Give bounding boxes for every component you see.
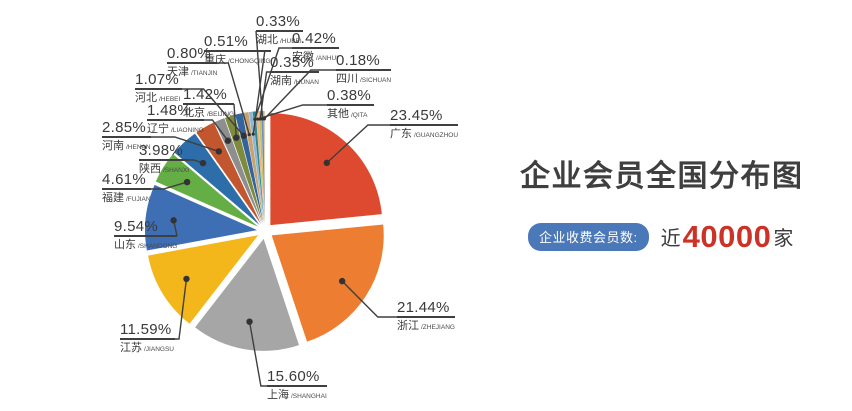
leader-line-zhejiang bbox=[341, 280, 397, 318]
pie-slice-hebei bbox=[235, 113, 264, 224]
leader-line-hebei bbox=[182, 88, 245, 137]
pie-slice-fujian bbox=[155, 154, 259, 227]
leader-dot-hebei bbox=[240, 132, 247, 139]
leader-line-hunan bbox=[259, 71, 270, 120]
pie-slice-sichuan bbox=[263, 111, 265, 224]
leader-line-fujian bbox=[151, 181, 188, 190]
leader-line-hubei bbox=[255, 30, 264, 119]
count-prefix: 近 bbox=[660, 228, 681, 250]
member-count-row: 企业收费会员数: 近 40000 家 bbox=[528, 221, 793, 252]
page-title: 企业会员全国分布图 bbox=[520, 160, 804, 193]
leader-dot-henan bbox=[215, 148, 223, 155]
leader-dot-zhejiang bbox=[338, 277, 346, 285]
leader-dot-beijing bbox=[233, 134, 240, 141]
pie-slice-tianjin bbox=[242, 112, 264, 224]
member-count-value: 40000 bbox=[682, 219, 772, 254]
count-suffix: 家 bbox=[773, 228, 794, 250]
leader-dot-qita bbox=[256, 117, 260, 121]
pie-slice-anhui bbox=[252, 111, 265, 224]
pie-slice-chongqing bbox=[248, 111, 265, 224]
leader-dot-tianjin bbox=[247, 133, 251, 137]
summary-panel: 企业会员全国分布图 企业收费会员数: 近 40000 家 bbox=[520, 159, 840, 252]
pie-slice-qita bbox=[255, 111, 265, 224]
pie-slice-shanghai bbox=[195, 238, 299, 351]
pie-slice-liaoning bbox=[214, 118, 262, 224]
leader-dot-liaoning bbox=[224, 137, 232, 144]
pie-slice-guangzhou bbox=[270, 113, 382, 226]
leader-line-beijing bbox=[233, 103, 238, 138]
pie-slice-shandong bbox=[145, 184, 258, 251]
leader-dot-hunan bbox=[258, 117, 262, 121]
leader-dot-shandong bbox=[170, 217, 177, 224]
pie-slice-zhejiang bbox=[271, 224, 384, 342]
pie-slice-hubei bbox=[261, 111, 265, 224]
leader-line-sichuan bbox=[263, 69, 336, 120]
pie-slice-beijing bbox=[224, 114, 263, 224]
leader-dot-shanxi bbox=[199, 159, 207, 167]
leader-line-qita bbox=[257, 104, 327, 120]
pie-slice-henan bbox=[196, 122, 261, 225]
leader-line-shanghai bbox=[248, 321, 267, 387]
pie-slice-jiangsu bbox=[148, 235, 259, 324]
member-count-badge: 企业收费会员数: bbox=[528, 222, 649, 251]
leader-dot-anhui bbox=[253, 117, 257, 121]
leader-dot-chongqing bbox=[251, 132, 255, 136]
leader-dot-jiangsu bbox=[183, 275, 190, 283]
pie-slice-hunan bbox=[258, 111, 265, 224]
leader-dot-guangzhou bbox=[323, 159, 331, 167]
leader-line-guangzhou bbox=[326, 124, 390, 164]
pie-slice-shanxi bbox=[174, 133, 260, 226]
leader-line-henan bbox=[151, 136, 220, 153]
leader-line-tianjin bbox=[217, 62, 250, 135]
leader-dot-fujian bbox=[183, 178, 191, 186]
leader-dot-shanghai bbox=[246, 318, 253, 325]
leader-dot-sichuan bbox=[262, 117, 266, 121]
leader-line-liaoning bbox=[204, 119, 229, 142]
leader-line-jiangsu bbox=[175, 278, 188, 340]
